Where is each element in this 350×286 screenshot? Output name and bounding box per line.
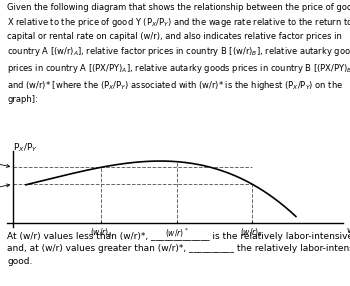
Text: $(P_x/P_Y)_A$: $(P_x/P_Y)_A$: [0, 150, 10, 167]
Text: P$_X$/P$_Y$: P$_X$/P$_Y$: [13, 141, 38, 154]
Text: At (w/r) values less than (w/r)*, _____________ is the relatively labor-intensiv: At (w/r) values less than (w/r)*, ______…: [7, 232, 350, 266]
Text: Given the following diagram that shows the relationship between the price of goo: Given the following diagram that shows t…: [7, 3, 350, 104]
Text: $(P_x/P_Y)_B$: $(P_x/P_Y)_B$: [0, 184, 10, 201]
Text: w/r: w/r: [346, 225, 350, 234]
Text: $(w/r)^*$: $(w/r)^*$: [165, 226, 188, 240]
Text: $(w/r)_B$: $(w/r)_B$: [240, 226, 264, 239]
Text: $(w/r)_A$: $(w/r)_A$: [90, 226, 113, 239]
